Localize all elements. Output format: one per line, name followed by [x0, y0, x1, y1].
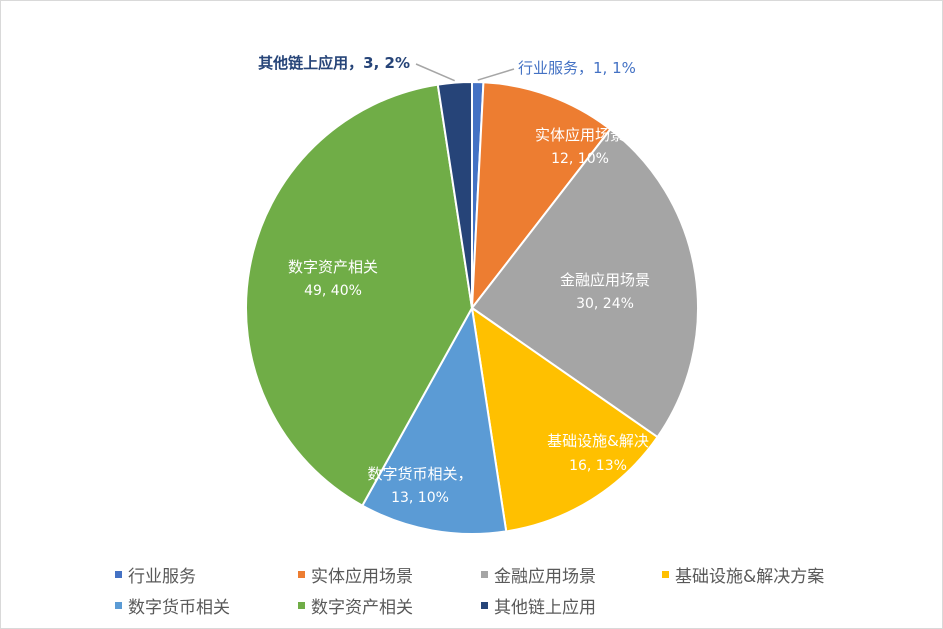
- data-label-value-finance-scenarios: 30, 24%: [576, 296, 634, 312]
- legend-swatch: [298, 571, 305, 578]
- data-label-value-infrastructure: 16, 13%: [569, 458, 627, 474]
- legend-label: 金融应用场景: [494, 567, 596, 587]
- legend-swatch: [662, 571, 669, 578]
- legend-swatch: [115, 571, 122, 578]
- legend-item-infrastructure: 基础设施&解决方案: [662, 562, 824, 587]
- legend-item-finance-scenarios: 金融应用场景: [481, 562, 596, 587]
- legend-label: 数字资产相关: [311, 598, 413, 618]
- legend-swatch: [481, 602, 488, 609]
- pie-slice-physical-scenarios: [470, 81, 612, 312]
- data-label-value-digital-assets: 49, 40%: [304, 283, 362, 299]
- legend-item-other-onchain: 其他链上应用: [481, 593, 596, 618]
- legend-label: 行业服务: [128, 567, 196, 587]
- data-label-name-digital-currency: 数字货币相关，: [367, 465, 472, 483]
- leader-line-other-onchain: [415, 63, 455, 82]
- legend-item-physical-scenarios: 实体应用场景: [298, 562, 413, 587]
- data-label-value-digital-currency: 13, 10%: [391, 490, 449, 506]
- data-label-name-finance-scenarios: 金融应用场景: [560, 271, 650, 289]
- data-label-name-physical-scenarios: 实体应用场景: [535, 126, 625, 144]
- legend-item-industry-services: 行业服务: [115, 562, 196, 587]
- legend-swatch: [298, 602, 305, 609]
- data-label-name-infrastructure: 基础设施&解决: [547, 432, 649, 450]
- pie-slice-digital-assets: [245, 83, 474, 507]
- legend: 行业服务 实体应用场景 金融应用场景 基础设施&解决方案 数字货币相关 数字资产…: [0, 556, 943, 626]
- legend-label: 数字货币相关: [128, 598, 230, 618]
- data-label-value-physical-scenarios: 12, 10%: [551, 151, 609, 167]
- legend-label: 基础设施&解决方案: [675, 567, 825, 587]
- pie-slice-other-onchain: [436, 80, 473, 309]
- leader-line-industry-services: [477, 68, 515, 81]
- pie-slice-finance-scenarios: [470, 127, 699, 439]
- legend-swatch: [481, 571, 488, 578]
- legend-label: 其他链上应用: [494, 598, 596, 618]
- data-label-industry-services: 行业服务，1, 1%: [518, 59, 636, 77]
- legend-swatch: [115, 602, 122, 609]
- data-label-other-onchain: 其他链上应用，3, 2%: [258, 54, 410, 72]
- legend-item-digital-currency: 数字货币相关: [115, 593, 230, 618]
- data-label-name-digital-assets: 数字资产相关: [288, 258, 378, 276]
- legend-item-digital-assets: 数字资产相关: [298, 593, 413, 618]
- legend-label: 实体应用场景: [311, 567, 413, 587]
- pie-slice-digital-currency: [360, 304, 508, 535]
- pie-slice-infrastructure: [470, 305, 659, 533]
